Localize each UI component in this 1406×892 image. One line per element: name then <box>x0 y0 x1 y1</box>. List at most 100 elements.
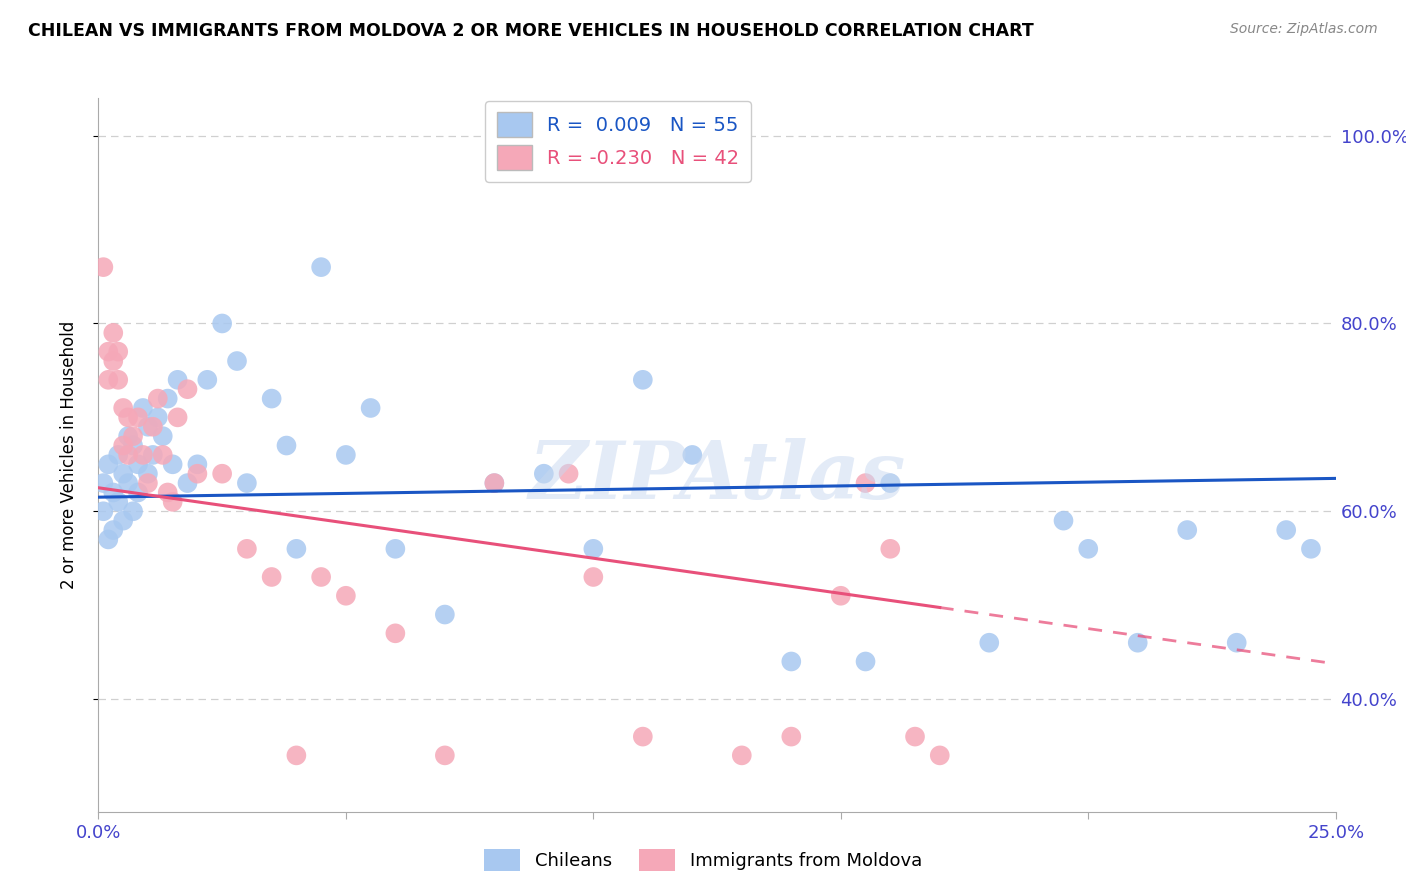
Point <box>186 458 208 472</box>
Point <box>226 354 249 368</box>
Point <box>186 467 208 481</box>
Point <box>107 448 129 462</box>
Point <box>1077 541 1099 556</box>
Point <box>731 748 754 763</box>
Point <box>830 589 852 603</box>
Point <box>122 429 145 443</box>
Point <box>309 570 332 584</box>
Point <box>103 485 125 500</box>
Point <box>122 438 145 452</box>
Point <box>384 541 406 556</box>
Text: ZIPAtlas: ZIPAtlas <box>529 438 905 515</box>
Point <box>176 476 198 491</box>
Point <box>855 476 877 491</box>
Point <box>122 504 145 518</box>
Point <box>136 476 159 491</box>
Point <box>335 589 357 603</box>
Point <box>146 392 169 406</box>
Point <box>162 495 184 509</box>
Point <box>904 730 927 744</box>
Text: CHILEAN VS IMMIGRANTS FROM MOLDOVA 2 OR MORE VEHICLES IN HOUSEHOLD CORRELATION C: CHILEAN VS IMMIGRANTS FROM MOLDOVA 2 OR … <box>28 22 1033 40</box>
Point <box>260 570 283 584</box>
Point <box>132 448 155 462</box>
Point <box>195 373 218 387</box>
Point <box>260 392 283 406</box>
Point <box>433 607 456 622</box>
Point <box>484 476 506 491</box>
Point <box>132 401 155 415</box>
Point <box>136 467 159 481</box>
Point <box>127 485 149 500</box>
Point <box>384 626 406 640</box>
Text: Source: ZipAtlas.com: Source: ZipAtlas.com <box>1230 22 1378 37</box>
Point <box>117 429 139 443</box>
Point <box>780 730 803 744</box>
Point <box>112 467 135 481</box>
Point <box>112 438 135 452</box>
Point <box>103 523 125 537</box>
Point <box>1299 541 1322 556</box>
Point <box>156 392 179 406</box>
Point <box>582 570 605 584</box>
Point <box>127 458 149 472</box>
Point <box>631 730 654 744</box>
Point <box>211 317 233 331</box>
Point <box>103 326 125 340</box>
Point <box>533 467 555 481</box>
Point <box>631 373 654 387</box>
Point <box>152 448 174 462</box>
Point <box>97 344 120 359</box>
Point <box>97 373 120 387</box>
Point <box>335 448 357 462</box>
Point <box>152 429 174 443</box>
Point <box>360 401 382 415</box>
Point <box>97 458 120 472</box>
Point <box>93 260 115 274</box>
Point <box>117 410 139 425</box>
Point <box>93 504 115 518</box>
Point <box>107 373 129 387</box>
Point <box>142 419 165 434</box>
Point <box>780 655 803 669</box>
Point <box>1226 636 1249 650</box>
Point <box>162 458 184 472</box>
Point <box>156 485 179 500</box>
Point <box>117 448 139 462</box>
Point <box>557 467 579 481</box>
Point <box>236 541 259 556</box>
Point <box>176 382 198 396</box>
Point <box>1052 514 1074 528</box>
Point <box>681 448 703 462</box>
Point <box>112 401 135 415</box>
Point <box>166 373 188 387</box>
Point <box>979 636 1001 650</box>
Point <box>166 410 188 425</box>
Point <box>127 410 149 425</box>
Point <box>582 541 605 556</box>
Point <box>211 467 233 481</box>
Point <box>879 541 901 556</box>
Point <box>117 476 139 491</box>
Point <box>309 260 332 274</box>
Point <box>97 533 120 547</box>
Point <box>136 419 159 434</box>
Point <box>107 344 129 359</box>
Point <box>142 448 165 462</box>
Point <box>1275 523 1298 537</box>
Point <box>93 476 115 491</box>
Point <box>855 655 877 669</box>
Point <box>236 476 259 491</box>
Point <box>146 410 169 425</box>
Point <box>103 354 125 368</box>
Point <box>107 495 129 509</box>
Point <box>928 748 950 763</box>
Point <box>285 541 308 556</box>
Point <box>285 748 308 763</box>
Point <box>112 514 135 528</box>
Legend: Chileans, Immigrants from Moldova: Chileans, Immigrants from Moldova <box>477 842 929 879</box>
Point <box>484 476 506 491</box>
Point <box>1126 636 1149 650</box>
Point <box>1175 523 1198 537</box>
Legend: R =  0.009   N = 55, R = -0.230   N = 42: R = 0.009 N = 55, R = -0.230 N = 42 <box>485 101 751 182</box>
Point <box>879 476 901 491</box>
